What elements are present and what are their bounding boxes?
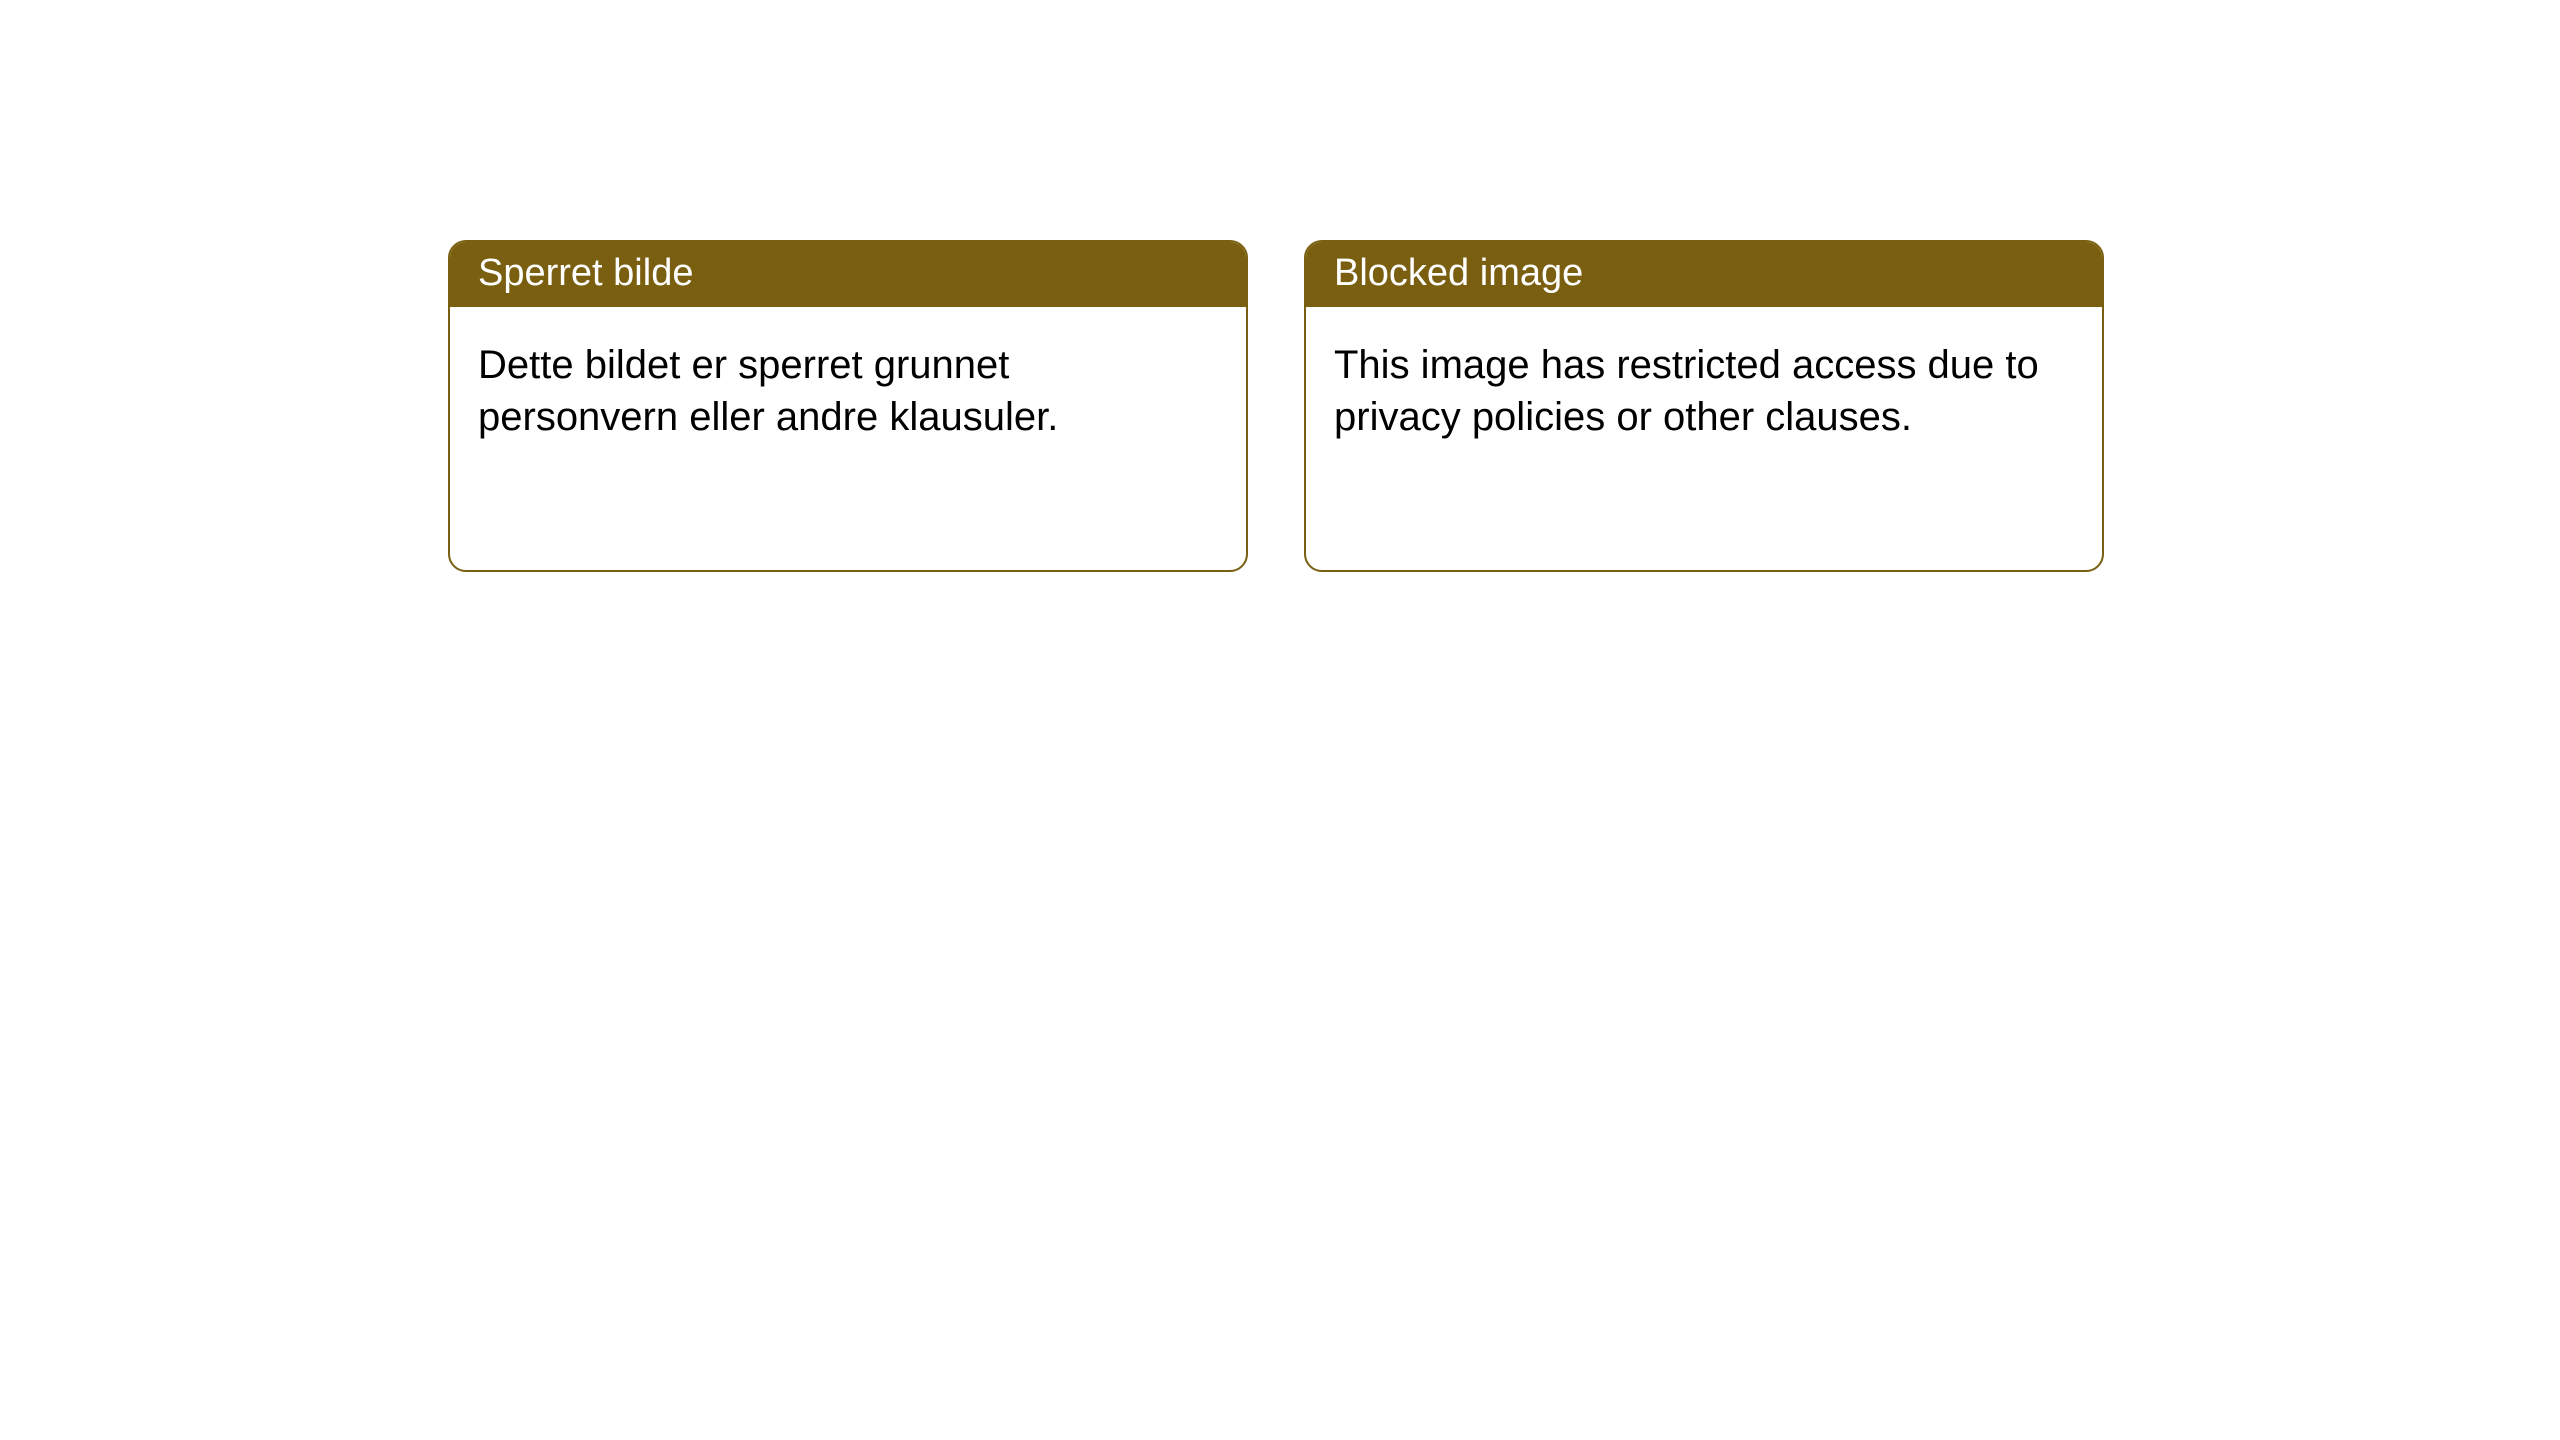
notice-header-norwegian: Sperret bilde — [450, 242, 1246, 307]
notice-container: Sperret bilde Dette bildet er sperret gr… — [0, 0, 2560, 572]
notice-card-norwegian: Sperret bilde Dette bildet er sperret gr… — [448, 240, 1248, 572]
notice-body-english: This image has restricted access due to … — [1306, 307, 2102, 475]
notice-body-norwegian: Dette bildet er sperret grunnet personve… — [450, 307, 1246, 475]
notice-card-english: Blocked image This image has restricted … — [1304, 240, 2104, 572]
notice-header-english: Blocked image — [1306, 242, 2102, 307]
